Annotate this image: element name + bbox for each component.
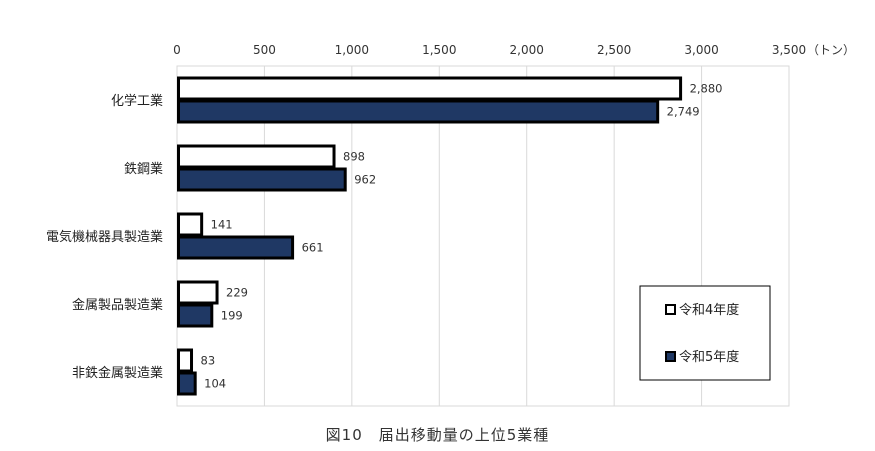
data-label: 962 (354, 173, 376, 187)
data-label: 229 (226, 286, 248, 300)
x-axis: 0 500 1,000 1,500 2,000 2,500 3,000 3,500 (173, 43, 806, 57)
bar-r5 (177, 303, 214, 328)
x-tick-label: 1,500 (422, 43, 456, 57)
bar-r4 (177, 212, 204, 237)
x-tick-label: 2,000 (510, 43, 544, 57)
x-tick-label: 3,000 (684, 43, 718, 57)
category-label: 化学工業 (111, 93, 163, 109)
x-tick-label: 3,500 (772, 43, 806, 57)
data-label: 199 (221, 309, 243, 323)
bar-r5 (177, 167, 347, 192)
category-label: 電気機械器具製造業 (46, 229, 163, 245)
data-label: 141 (211, 218, 233, 232)
bar-r4 (177, 144, 336, 169)
data-label: 2,749 (667, 105, 700, 119)
bar-r5 (177, 99, 660, 124)
bar-r4 (177, 280, 219, 305)
category-label: 金属製品製造業 (72, 297, 163, 313)
legend-label: 令和5年度 (679, 349, 739, 365)
data-labels: 2,880 2,749 898 962 141 661 229 199 83 104 (201, 82, 723, 391)
x-tick-label: 1,000 (335, 43, 369, 57)
bar-r5 (177, 371, 197, 396)
x-tick-label: 0 (173, 43, 181, 57)
legend-box (639, 285, 771, 381)
data-label: 104 (204, 377, 226, 391)
category-label: 非鉄金属製造業 (72, 365, 163, 381)
figure-caption: 図10 届出移動量の上位5業種 (325, 426, 550, 444)
data-label: 83 (201, 354, 216, 368)
data-label: 2,880 (690, 82, 723, 96)
data-label: 661 (302, 241, 324, 255)
legend-swatch (665, 351, 676, 362)
legend-swatch (665, 304, 676, 315)
legend-label: 令和4年度 (679, 302, 739, 318)
bar-r4 (177, 348, 194, 373)
bar-r4 (177, 76, 683, 101)
x-tick-label: 2,500 (597, 43, 631, 57)
x-tick-label: 500 (253, 43, 276, 57)
data-label: 898 (343, 150, 365, 164)
bar-r5 (177, 235, 295, 260)
category-label: 鉄鋼業 (124, 161, 163, 177)
bars (177, 76, 683, 396)
x-axis-unit: （トン） (807, 43, 855, 57)
